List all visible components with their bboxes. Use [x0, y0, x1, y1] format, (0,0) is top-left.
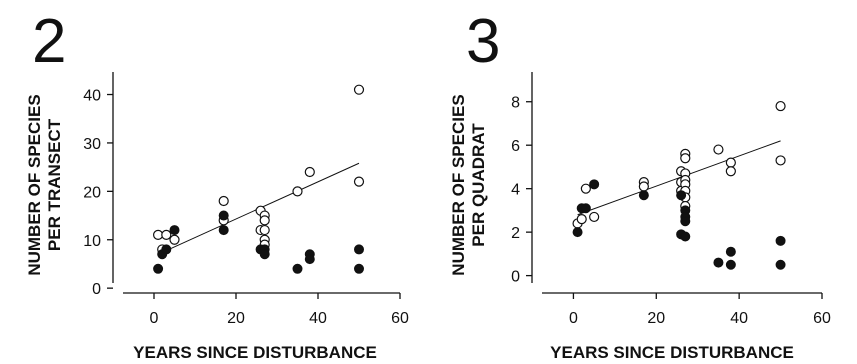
filled-data-point	[775, 259, 786, 270]
open-data-point	[218, 195, 229, 207]
filled-data-point	[580, 203, 591, 214]
y-axis-title-line: PER TRANSECT	[45, 118, 64, 251]
open-data-point	[775, 155, 786, 166]
panel-number: 3	[466, 7, 500, 76]
open-data-point	[304, 166, 315, 178]
open-data-point	[775, 100, 786, 112]
filled-data-point	[153, 263, 164, 274]
y-tick-label: 0	[92, 281, 101, 298]
filled-data-point	[775, 235, 786, 246]
filled-data-point	[292, 263, 303, 274]
open-data-point	[725, 166, 736, 177]
x-tick-label: 40	[309, 310, 327, 327]
open-data-point	[353, 84, 365, 95]
y-tick-label: 4	[511, 182, 520, 199]
filled-data-point	[713, 257, 724, 268]
open-data-point	[292, 186, 303, 197]
x-tick-label: 60	[391, 310, 409, 327]
filled-data-point	[259, 249, 270, 260]
y-tick-label: 10	[83, 233, 101, 250]
filled-data-point	[572, 227, 583, 238]
y-tick-label: 6	[511, 138, 520, 155]
x-tick-label: 20	[227, 310, 245, 327]
filled-data-point	[676, 190, 687, 201]
x-tick-label: 60	[813, 310, 831, 327]
open-data-point	[713, 144, 724, 155]
filled-data-point	[169, 225, 180, 236]
open-data-point	[680, 153, 691, 164]
filled-data-point	[354, 244, 364, 255]
x-tick-label: 20	[647, 310, 665, 327]
filled-data-point	[354, 263, 364, 274]
y-tick-label: 30	[83, 136, 101, 153]
open-data-point	[576, 214, 587, 225]
open-data-point	[589, 211, 600, 223]
open-data-point	[580, 183, 591, 194]
filled-data-point	[725, 246, 736, 257]
filled-data-point	[304, 254, 315, 265]
y-tick-label: 8	[511, 95, 520, 112]
open-data-point	[259, 215, 270, 226]
y-axis-title-line: NUMBER OF SPECIES	[25, 94, 44, 275]
open-data-point	[259, 224, 270, 236]
y-tick-label: 20	[83, 184, 101, 201]
open-data-point	[169, 234, 180, 245]
filled-data-point	[680, 231, 691, 242]
filled-data-point	[161, 244, 172, 255]
filled-data-point	[589, 179, 600, 190]
panel-number: 2	[32, 7, 66, 76]
chart-panel-3: 3 0 2 4 6 8 0 20 40 60 YEARS SINCE DISTURBANCE NUMB…	[449, 7, 831, 362]
open-data-point	[353, 176, 365, 187]
y-tick-label: 40	[83, 88, 101, 105]
x-tick-label: 0	[150, 310, 159, 327]
open-data-point	[161, 229, 172, 241]
x-axis-title: YEARS SINCE DISTURBANCE	[550, 343, 794, 362]
filled-data-point	[218, 210, 229, 221]
filled-data-point	[218, 225, 229, 236]
y-tick-label: 0	[511, 269, 520, 286]
open-data-point	[725, 157, 736, 168]
x-tick-label: 40	[730, 310, 748, 327]
y-axis-title-line: PER QUADRAT	[469, 123, 488, 247]
y-axis-title-line: NUMBER OF SPECIES	[449, 94, 468, 275]
y-tick-label: 2	[511, 225, 520, 242]
open-data-point	[638, 181, 649, 192]
filled-data-point	[638, 190, 649, 201]
x-tick-label: 0	[569, 310, 578, 327]
filled-data-point	[680, 216, 691, 227]
filled-data-point	[725, 259, 736, 270]
x-axis-title: YEARS SINCE DISTURBANCE	[133, 343, 377, 362]
